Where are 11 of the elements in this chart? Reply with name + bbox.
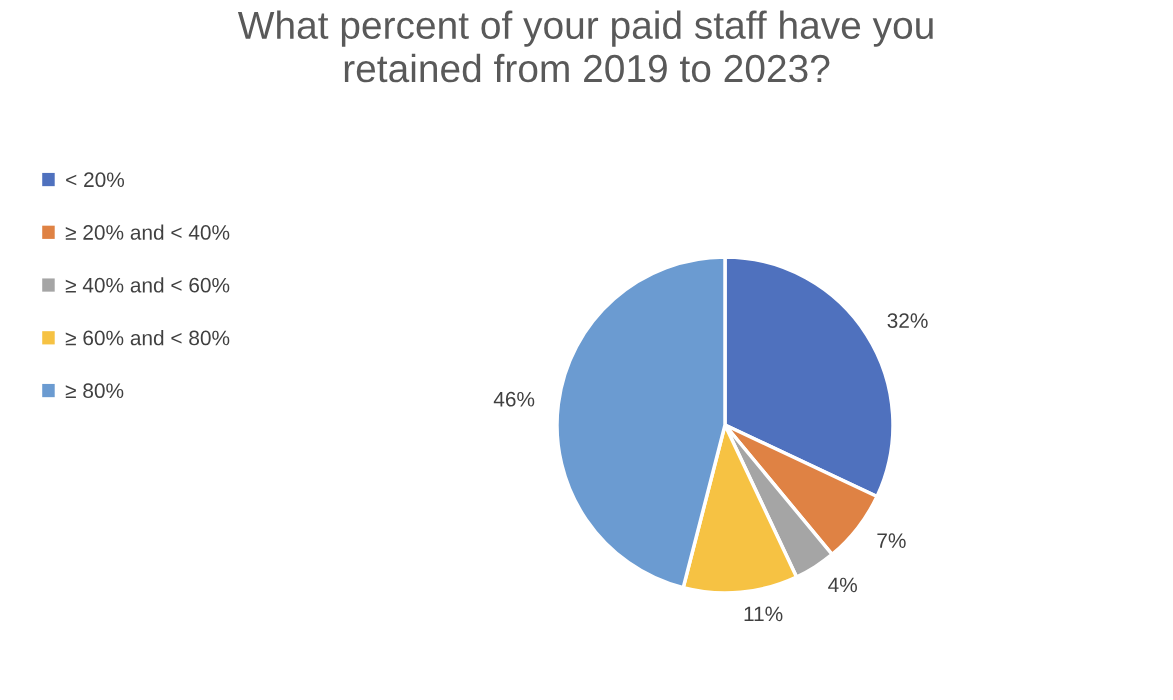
legend-label: ≥ 20% and < 40%: [65, 224, 230, 240]
data-label: 7%: [877, 533, 906, 548]
legend-label: < 20%: [66, 172, 125, 188]
legend-label: ≥ 80%: [65, 383, 124, 399]
data-label: 32%: [887, 313, 928, 328]
legend-label: ≥ 40% and < 60%: [65, 277, 230, 293]
data-label: 4%: [828, 577, 857, 593]
data-label: 11%: [744, 606, 783, 622]
legend-label: ≥ 60% and < 80%: [65, 330, 230, 346]
chart-title: What percent of your paid staff have you retained from 2019 to 2023?: [237, 10, 933, 83]
data-label: 46%: [493, 391, 535, 407]
